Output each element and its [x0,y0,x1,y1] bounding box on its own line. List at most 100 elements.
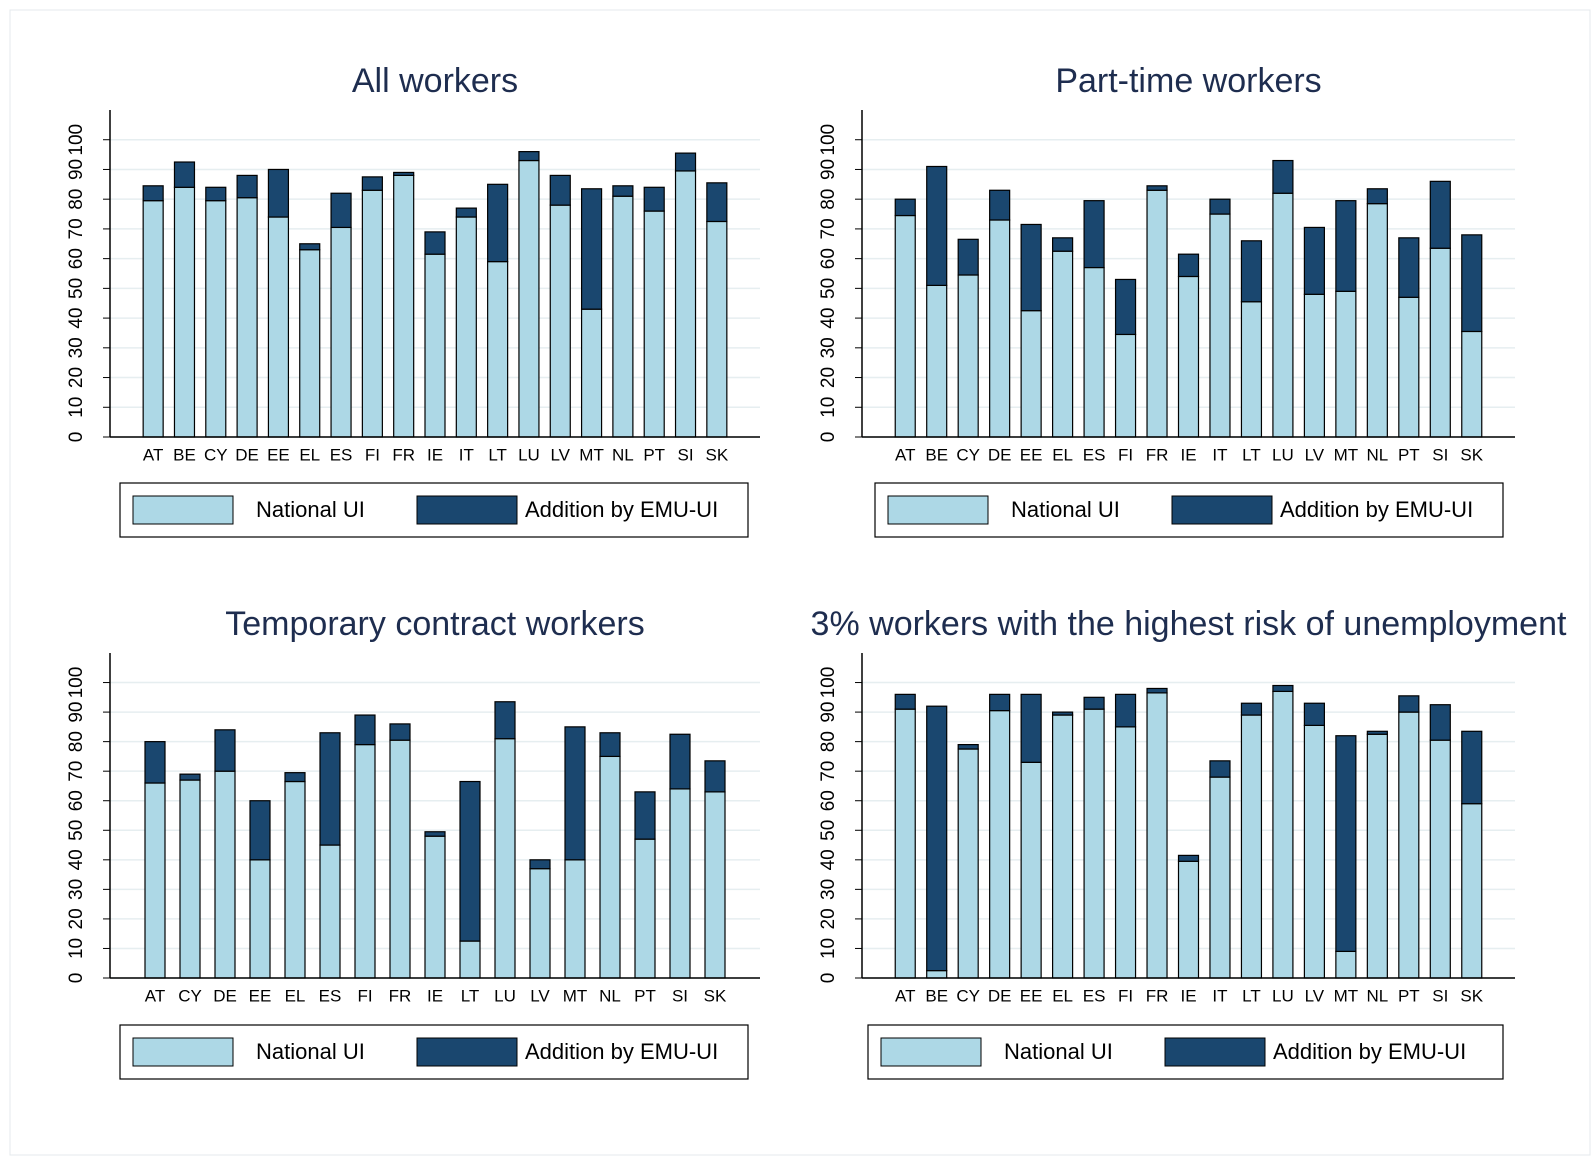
bar-segment [361,189,383,438]
bar-segment [926,165,948,286]
x-tick-label: CY [204,445,228,464]
bar-segment [1083,696,1105,710]
bar-segment [249,859,271,979]
x-tick-label: EE [1020,445,1043,464]
bar-segment [205,200,227,438]
y-tick-label: 60 [66,790,87,811]
y-tick-label: 60 [818,790,839,811]
x-tick-label: PT [1398,445,1420,464]
bar-segment [1429,180,1451,249]
bar-segment [1366,188,1388,205]
bar-segment [1146,189,1168,438]
bar-segment [487,183,509,263]
bar-segment [1303,724,1325,979]
x-tick-label: EL [299,445,320,464]
bar-segment [424,835,446,979]
bar-segment [1083,708,1105,979]
bar-segment [424,253,446,438]
x-tick-label: CY [956,445,980,464]
legend-swatch [1164,1037,1266,1067]
x-tick-label: ES [1083,445,1106,464]
y-tick-label: 80 [818,731,839,752]
bar-segment [1240,714,1263,979]
y-tick-label: 30 [818,337,839,358]
bar-segment [1335,290,1357,438]
bar-segment [1366,730,1388,735]
bar-segment [142,185,164,202]
x-tick-label: SI [1432,445,1448,464]
legend-swatch [887,495,989,525]
legend-swatch [880,1037,982,1067]
y-tick-label: 70 [66,761,87,782]
bar-segment [389,723,411,741]
bar-segment [179,773,201,781]
bar-segment [634,838,656,979]
bar-segment [894,693,916,710]
x-tick-label: CY [956,986,980,1005]
x-tick-label: LU [1272,986,1294,1005]
x-tick-label: LT [488,445,507,464]
bar-segment [330,226,352,438]
bar-segment [1240,702,1263,716]
x-tick-label: NL [599,986,621,1005]
bar-segment [1114,693,1137,728]
x-tick-label: LT [1242,445,1261,464]
bar-segment [1272,192,1294,438]
x-tick-label: MT [1334,445,1359,464]
bar-segment [1461,330,1483,438]
y-tick-label: 60 [818,248,839,269]
bar-segment [564,726,586,861]
x-tick-label: LT [1242,986,1261,1005]
bar-segment [319,732,341,846]
y-tick-label: 50 [66,278,87,299]
x-tick-label: SI [677,445,693,464]
bar-segment [393,174,415,438]
x-tick-label: BE [173,445,196,464]
bar-segment [612,185,634,197]
bar-segment [236,197,258,438]
x-tick-label: FI [1118,445,1133,464]
bar-segment [1461,234,1483,333]
bar-segment [1209,198,1231,215]
y-tick-label: 70 [818,218,839,239]
x-tick-label: AT [145,986,165,1005]
bar-segment [1303,702,1325,726]
bar-segment [564,859,586,979]
bar-segment [989,710,1011,979]
x-tick-label: FR [1146,445,1169,464]
x-tick-label: SK [705,445,728,464]
bar-segment [1020,310,1042,438]
bar-segment [599,732,621,758]
x-tick-label: AT [895,986,915,1005]
x-tick-label: FR [389,986,412,1005]
x-tick-label: IT [459,445,474,464]
x-tick-label: LU [494,986,516,1005]
x-tick-label: AT [895,445,915,464]
bar-segment [173,186,196,438]
bar-segment [1461,730,1483,805]
bar-segment [1177,854,1200,862]
x-tick-label: EL [1052,986,1073,1005]
x-tick-label: DE [235,445,259,464]
x-tick-label: LU [1272,445,1294,464]
bar-segment [1209,213,1231,438]
bar-segment [1114,726,1137,979]
bar-segment [1177,860,1200,979]
x-tick-label: IE [1180,445,1196,464]
y-tick-label: 90 [66,159,87,180]
x-tick-label: SI [672,986,688,1005]
y-tick-label: 100 [818,124,839,156]
x-tick-label: IE [1180,986,1196,1005]
bar-segment [1461,803,1483,979]
bar-segment [989,693,1011,712]
y-tick-label: 40 [818,849,839,870]
x-tick-label: ES [1083,986,1106,1005]
bar-segment [1146,692,1168,979]
x-tick-label: PT [634,986,656,1005]
legend-swatch [1171,495,1273,525]
x-tick-label: SK [1460,445,1483,464]
x-tick-label: NL [612,445,634,464]
y-tick-label: 50 [818,820,839,841]
bar-segment [1052,714,1074,979]
